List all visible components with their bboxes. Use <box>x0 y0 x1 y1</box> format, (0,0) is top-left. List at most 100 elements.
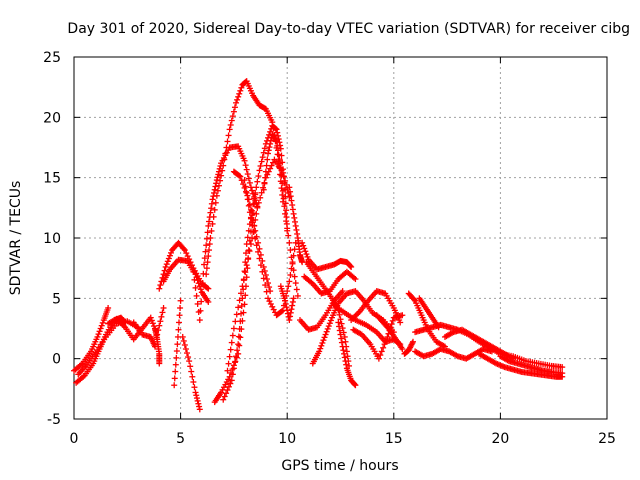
data-point <box>284 307 291 314</box>
data-point <box>206 247 213 254</box>
data-point <box>246 179 253 186</box>
data-point <box>279 191 286 198</box>
data-point <box>186 358 193 365</box>
data-point <box>303 251 310 258</box>
data-point <box>175 326 182 333</box>
data-point <box>182 346 189 353</box>
data-point <box>215 171 222 178</box>
data-point <box>172 368 179 375</box>
data-point <box>262 174 269 181</box>
data-point <box>172 361 179 368</box>
data-point <box>245 247 252 254</box>
data-point <box>238 84 245 91</box>
data-point <box>201 255 208 262</box>
chart-title: Day 301 of 2020, Sidereal Day-to-day VTE… <box>67 21 630 37</box>
data-point <box>238 310 245 317</box>
data-point <box>242 269 249 276</box>
data-point <box>245 255 252 262</box>
data-point <box>287 309 294 316</box>
data-point <box>256 167 263 174</box>
data-point <box>98 322 105 329</box>
data-point <box>166 252 173 259</box>
data-point <box>191 384 198 391</box>
series-arc-19 <box>286 184 306 266</box>
data-point <box>210 213 217 220</box>
data-point <box>292 218 299 225</box>
data-point <box>353 311 360 318</box>
data-point <box>399 346 406 353</box>
data-point <box>164 258 171 265</box>
data-point <box>273 138 280 145</box>
data-point <box>247 241 254 248</box>
data-point <box>269 159 276 166</box>
data-point <box>289 202 296 209</box>
data-point <box>377 352 384 359</box>
data-point <box>227 380 234 387</box>
data-point <box>242 292 249 299</box>
data-point <box>344 353 351 360</box>
data-point <box>409 338 416 345</box>
data-point <box>215 182 222 189</box>
data-point <box>288 254 295 261</box>
data-point <box>174 341 181 348</box>
data-point <box>95 331 102 338</box>
data-point <box>209 196 216 203</box>
data-point <box>99 319 106 326</box>
data-point <box>147 314 154 321</box>
data-point <box>285 283 292 290</box>
data-point <box>227 346 234 353</box>
data-point <box>341 333 348 340</box>
data-point <box>242 162 249 169</box>
data-point <box>260 149 267 156</box>
data-point <box>105 304 112 311</box>
data-point <box>226 126 233 133</box>
series-arc-06 <box>152 325 163 367</box>
data-point <box>189 373 196 380</box>
data-point <box>337 316 344 323</box>
data-point <box>224 387 231 394</box>
data-point <box>228 117 235 124</box>
data-point <box>341 354 348 361</box>
data-point <box>289 260 296 267</box>
data-point <box>286 278 293 285</box>
data-point <box>160 304 167 311</box>
data-point <box>304 253 311 260</box>
data-point <box>343 361 350 368</box>
data-point <box>300 242 307 249</box>
data-point <box>196 317 203 324</box>
data-point <box>292 222 299 229</box>
data-point <box>339 288 346 295</box>
data-point <box>267 140 274 147</box>
data-point <box>236 325 243 332</box>
data-point <box>342 358 349 365</box>
data-point <box>321 334 328 341</box>
data-point <box>302 248 309 255</box>
data-point <box>317 345 324 352</box>
series-arc-18 <box>260 131 301 299</box>
data-point <box>283 207 290 214</box>
data-point <box>220 162 227 169</box>
data-point <box>287 313 294 320</box>
y-tick-label: 5 <box>52 291 61 307</box>
data-point <box>241 157 248 164</box>
data-point <box>286 239 293 246</box>
data-point <box>290 267 297 274</box>
data-point <box>257 194 264 201</box>
data-point <box>233 311 240 318</box>
series-arc-24 <box>335 319 359 389</box>
data-point <box>275 151 282 158</box>
data-point <box>267 165 274 172</box>
data-point <box>221 156 228 163</box>
data-point <box>289 302 296 309</box>
data-point <box>319 339 326 346</box>
series-arc-14 <box>220 122 291 403</box>
data-point <box>196 283 203 290</box>
data-point <box>202 248 209 255</box>
x-axis-tick-labels: 0 5 10 15 20 25 <box>70 431 616 447</box>
data-point <box>261 145 268 152</box>
data-point <box>180 337 187 344</box>
data-point <box>336 327 343 334</box>
data-point <box>299 239 306 246</box>
data-point <box>207 235 214 241</box>
data-point <box>257 262 264 269</box>
